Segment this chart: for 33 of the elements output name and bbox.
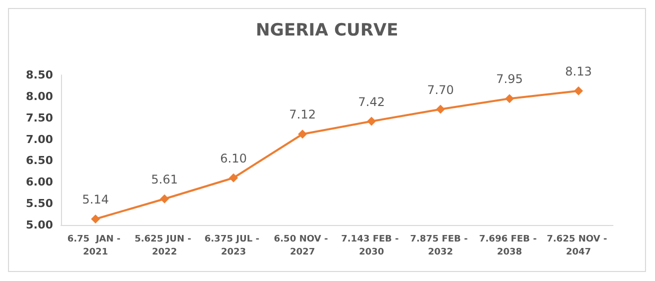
data-label: 7.42 — [358, 94, 385, 109]
x-tick-label: 7.143 FEB - 2030 — [341, 234, 402, 258]
x-tick-label: 7.875 FEB - 2032 — [410, 234, 471, 258]
x-tick-label: 7.696 FEB - 2038 — [479, 234, 540, 258]
chart-title: NGERIA CURVE — [256, 20, 398, 40]
y-tick-label: 6.50 — [26, 154, 54, 168]
data-label: 7.95 — [496, 72, 523, 86]
data-label: 6.10 — [220, 151, 247, 166]
point — [505, 94, 514, 104]
data-label: 5.61 — [151, 172, 178, 186]
data-label: 5.14 — [82, 192, 109, 206]
point — [436, 104, 445, 114]
point — [367, 116, 376, 126]
point — [91, 214, 100, 224]
y-tick-label: 5.00 — [26, 218, 54, 232]
point — [160, 194, 169, 204]
x-tick-label: 7.625 NOV - 2047 — [546, 234, 610, 258]
data-label: 8.13 — [565, 64, 592, 78]
y-tick-label: 7.50 — [26, 111, 54, 124]
point — [229, 173, 238, 182]
y-tick-label: 6.00 — [26, 176, 54, 189]
x-tick-label: 6.375 JUL - 2023 — [204, 234, 262, 258]
x-tick-label: 6.50 NOV - 2027 — [274, 234, 332, 258]
y-tick-label: 5.50 — [26, 197, 54, 210]
data-label: 7.12 — [289, 108, 316, 122]
x-tick-label: 6.75 JAN - 2021 — [67, 234, 124, 258]
y-tick-label: 7.00 — [26, 132, 54, 146]
point — [574, 86, 583, 96]
point — [298, 130, 307, 139]
data-label: 7.70 — [427, 82, 454, 97]
x-tick-label: 5.625 JUN - 2022 — [134, 234, 194, 258]
y-tick-label: 8.50 — [26, 68, 54, 82]
y-tick-label: 8.00 — [26, 90, 54, 103]
